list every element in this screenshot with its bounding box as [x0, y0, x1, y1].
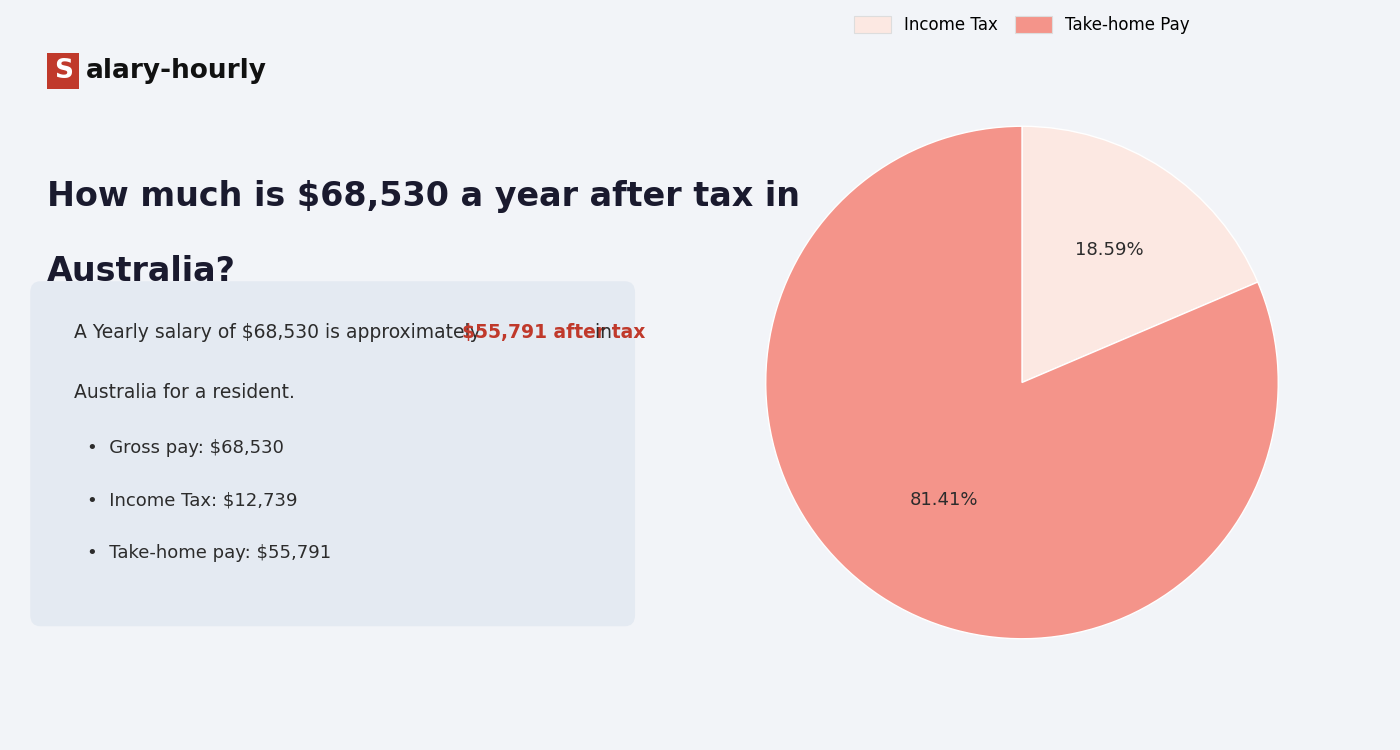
Text: •  Take-home pay: $55,791: • Take-home pay: $55,791	[87, 544, 332, 562]
Text: $55,791 after tax: $55,791 after tax	[462, 322, 645, 341]
Text: A Yearly salary of $68,530 is approximately: A Yearly salary of $68,530 is approximat…	[74, 322, 487, 341]
Text: 81.41%: 81.41%	[910, 491, 979, 509]
Text: in: in	[589, 322, 612, 341]
Wedge shape	[766, 126, 1278, 639]
FancyBboxPatch shape	[48, 53, 80, 88]
Wedge shape	[1022, 126, 1257, 382]
Text: 18.59%: 18.59%	[1075, 241, 1144, 259]
Legend: Income Tax, Take-home Pay: Income Tax, Take-home Pay	[848, 10, 1196, 41]
Text: alary-hourly: alary-hourly	[85, 58, 267, 83]
Text: How much is $68,530 a year after tax in: How much is $68,530 a year after tax in	[48, 180, 799, 213]
FancyBboxPatch shape	[31, 281, 636, 626]
Text: S: S	[53, 58, 73, 83]
Text: Australia for a resident.: Australia for a resident.	[74, 382, 295, 401]
Text: Australia?: Australia?	[48, 255, 237, 288]
Text: •  Gross pay: $68,530: • Gross pay: $68,530	[87, 439, 284, 457]
Text: •  Income Tax: $12,739: • Income Tax: $12,739	[87, 491, 298, 509]
